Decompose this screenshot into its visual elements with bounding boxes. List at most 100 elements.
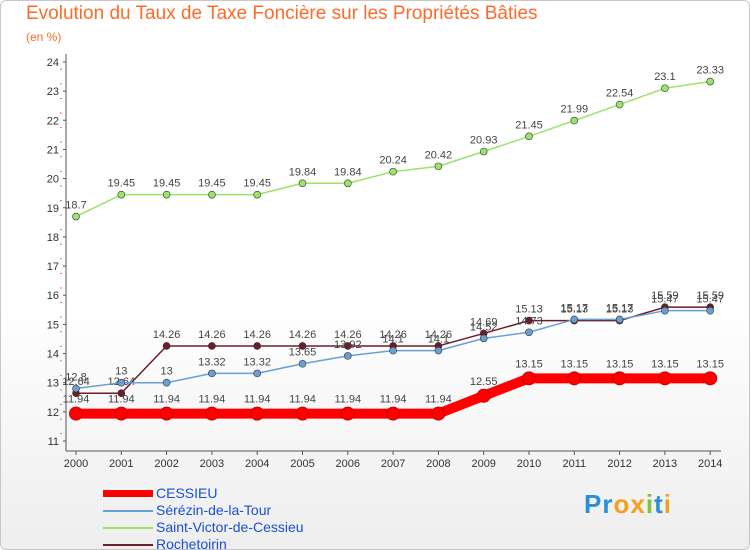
data-label: 19.45 bbox=[108, 178, 136, 190]
data-label: 13.65 bbox=[289, 347, 317, 359]
data-label: 12.55 bbox=[470, 376, 498, 388]
data-label: 13.15 bbox=[696, 358, 724, 370]
data-point bbox=[114, 406, 129, 421]
data-point bbox=[117, 389, 126, 397]
proxiti-logo: Proxiti bbox=[584, 489, 672, 519]
data-point bbox=[250, 406, 265, 421]
data-label: 14.26 bbox=[289, 329, 317, 341]
data-point bbox=[343, 179, 352, 188]
data-label: 15.17 bbox=[606, 302, 634, 314]
data-point bbox=[162, 342, 171, 350]
x-tick-label: 2007 bbox=[381, 458, 405, 470]
y-tick-label: 15 bbox=[47, 319, 59, 331]
y-tick-label: 21 bbox=[47, 144, 59, 156]
y-tick-label: 14 bbox=[47, 349, 59, 361]
data-label: 14.1 bbox=[428, 334, 449, 346]
series-line-saint-victor-de-cessieu bbox=[75, 80, 711, 218]
data-label: 12.64 bbox=[62, 376, 90, 388]
data-label: 22.54 bbox=[606, 88, 634, 100]
data-label: 19.45 bbox=[243, 178, 271, 190]
data-point bbox=[525, 132, 533, 141]
data-label: 11.94 bbox=[63, 394, 90, 406]
y-tick-label: 17 bbox=[47, 261, 59, 273]
data-point bbox=[386, 406, 401, 421]
data-point bbox=[208, 369, 216, 378]
data-point bbox=[295, 406, 310, 421]
data-point bbox=[117, 190, 126, 199]
legend-swatch bbox=[103, 510, 153, 512]
data-point bbox=[570, 116, 579, 125]
data-label: 20.42 bbox=[425, 149, 453, 161]
data-label: 21.45 bbox=[515, 119, 543, 131]
data-label: 14.26 bbox=[243, 329, 271, 341]
x-tick-label: 2012 bbox=[607, 458, 631, 470]
data-label: 14.1 bbox=[382, 334, 403, 346]
x-tick-label: 2002 bbox=[154, 458, 178, 470]
data-point bbox=[69, 406, 83, 421]
data-point bbox=[567, 371, 582, 386]
data-label: 19.45 bbox=[153, 178, 181, 190]
data-label: 14.73 bbox=[515, 315, 543, 327]
data-label: 20.24 bbox=[379, 155, 407, 167]
data-label: 14.52 bbox=[470, 321, 498, 333]
y-tick-label: 22 bbox=[47, 115, 59, 127]
data-point bbox=[343, 352, 352, 360]
data-label: 12.8 bbox=[65, 372, 86, 384]
data-point bbox=[72, 384, 80, 393]
data-label: 15.59 bbox=[651, 290, 679, 302]
data-label: 15.13 bbox=[515, 304, 543, 316]
data-point bbox=[661, 306, 669, 315]
data-point bbox=[389, 346, 397, 355]
y-tick-label: 12 bbox=[47, 407, 59, 419]
x-tick-label: 2013 bbox=[653, 458, 677, 470]
data-label: 11.94 bbox=[244, 394, 271, 406]
x-tick-label: 2000 bbox=[64, 458, 88, 470]
x-tick-label: 2010 bbox=[517, 458, 541, 470]
data-point bbox=[159, 406, 174, 421]
data-point bbox=[208, 342, 216, 350]
data-point bbox=[434, 162, 443, 171]
y-tick-label: 20 bbox=[47, 174, 59, 186]
data-label: 13.32 bbox=[198, 356, 226, 368]
data-point bbox=[298, 359, 307, 368]
data-label: 11.94 bbox=[108, 394, 135, 406]
x-tick-label: 2011 bbox=[562, 458, 586, 470]
data-point bbox=[615, 100, 624, 109]
data-point bbox=[706, 306, 715, 315]
x-tick-label: 2009 bbox=[471, 458, 495, 470]
x-tick-label: 2005 bbox=[290, 458, 314, 470]
legend-label: Saint-Victor-de-Cessieu bbox=[156, 519, 304, 535]
y-tick-label: 13 bbox=[47, 378, 59, 390]
data-label: 15.13 bbox=[561, 304, 589, 316]
y-tick-label: 16 bbox=[47, 290, 59, 302]
data-point bbox=[615, 315, 624, 324]
legend-label: Rochetoirin bbox=[156, 536, 227, 550]
data-point bbox=[570, 315, 579, 324]
legend-swatch bbox=[103, 544, 153, 546]
x-tick-label: 2006 bbox=[336, 458, 360, 470]
data-point bbox=[525, 328, 533, 337]
x-tick-label: 2008 bbox=[426, 458, 450, 470]
chart-title: Evolution du Taux de Taxe Foncière sur l… bbox=[26, 3, 538, 24]
data-point bbox=[253, 190, 262, 199]
data-label: 19.84 bbox=[334, 166, 362, 178]
data-point bbox=[208, 190, 216, 199]
data-label: 14.26 bbox=[334, 329, 362, 341]
data-label: 13.15 bbox=[515, 358, 543, 370]
data-point bbox=[389, 167, 397, 176]
y-tick-label: 24 bbox=[47, 57, 59, 69]
data-point bbox=[612, 371, 627, 386]
data-label: 19.45 bbox=[198, 178, 226, 190]
data-point bbox=[298, 179, 307, 188]
data-point bbox=[476, 388, 491, 403]
data-label: 23.1 bbox=[654, 71, 675, 83]
data-label: 13.15 bbox=[561, 358, 589, 370]
data-point bbox=[431, 406, 446, 421]
y-tick-label: 19 bbox=[47, 203, 59, 215]
data-label: 15.13 bbox=[606, 304, 634, 316]
x-tick-label: 2004 bbox=[245, 458, 269, 470]
legend-label: CESSIEU bbox=[156, 485, 218, 501]
data-label: 11.94 bbox=[199, 394, 226, 406]
chart-plot: 11 12 13 14 15 16 17 18 19 20 21 22 23 24 2000 2001 2002… bbox=[47, 54, 724, 470]
data-point bbox=[479, 147, 488, 156]
